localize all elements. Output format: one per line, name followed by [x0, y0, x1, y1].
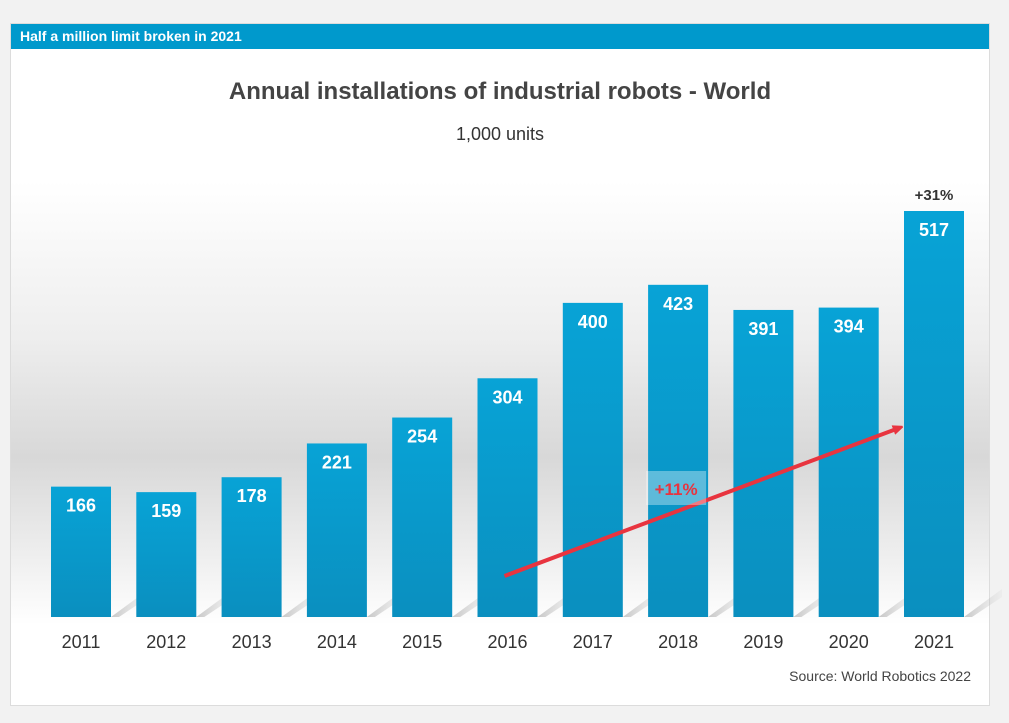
x-tick-2021: 2021	[914, 632, 954, 652]
x-tick-2020: 2020	[829, 632, 869, 652]
data-label-2019: 391	[748, 319, 778, 339]
bar-shadow	[964, 589, 1002, 617]
data-label-2015: 254	[407, 427, 437, 447]
bar-2016	[477, 378, 538, 617]
bar-2021	[904, 211, 964, 617]
x-tick-2016: 2016	[487, 632, 527, 652]
chart-subtitle: 1,000 units	[455, 124, 545, 144]
trend-label-background	[646, 471, 707, 505]
bar-2011	[51, 486, 111, 617]
x-tick-2015: 2015	[402, 632, 442, 652]
data-label-2016: 304	[492, 387, 522, 407]
bar-2013	[221, 477, 282, 617]
trend-label: +11%	[655, 480, 698, 499]
bar-2018	[648, 284, 709, 617]
x-tick-2018: 2018	[658, 632, 698, 652]
bar-2020	[818, 307, 879, 617]
bar-2015	[392, 417, 453, 617]
chart-title: Annual installations of industrial robot…	[228, 78, 772, 105]
x-tick-2014: 2014	[317, 632, 357, 652]
x-tick-2017: 2017	[573, 632, 613, 652]
bar-2014	[306, 443, 367, 617]
bar-2019	[733, 309, 794, 617]
x-tick-2019: 2019	[743, 632, 783, 652]
data-label-2018: 423	[663, 294, 693, 314]
growth-label-2021: +31%	[915, 187, 954, 204]
data-label-2017: 400	[578, 312, 608, 332]
data-label-2021: 517	[919, 220, 949, 240]
banner: Half a million limit broken in 2021	[11, 24, 989, 49]
x-tick-2011: 2011	[62, 632, 101, 652]
data-label-2013: 178	[237, 486, 267, 506]
data-label-2020: 394	[834, 317, 864, 337]
data-label-2012: 159	[151, 501, 181, 521]
x-tick-2012: 2012	[146, 632, 186, 652]
trend-arrow	[503, 428, 900, 578]
bar-2012	[136, 492, 197, 617]
source-note: Source: World Robotics 2022	[789, 668, 971, 684]
data-label-2011: 166	[66, 496, 96, 516]
bar-2017	[562, 302, 623, 617]
data-label-2014: 221	[322, 452, 352, 472]
x-tick-2013: 2013	[232, 632, 272, 652]
